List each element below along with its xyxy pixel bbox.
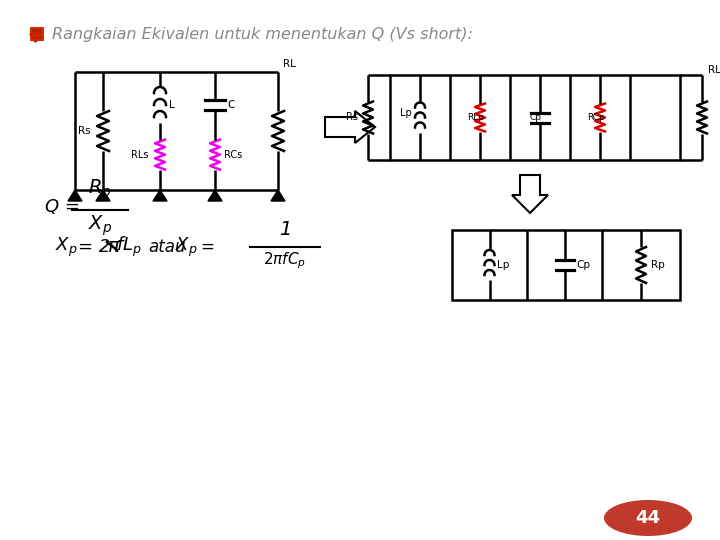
Text: RL: RL: [283, 59, 296, 69]
Polygon shape: [325, 111, 375, 143]
Polygon shape: [153, 190, 167, 201]
Text: Cp: Cp: [530, 113, 542, 122]
Text: $X_p$: $X_p$: [55, 235, 78, 259]
Text: L: L: [169, 100, 175, 110]
Text: Rs: Rs: [346, 112, 358, 123]
Text: atau: atau: [148, 238, 186, 256]
Text: =: =: [200, 238, 214, 256]
Bar: [452, 230, 680, 300]
Ellipse shape: [604, 500, 692, 536]
Text: $fL_p$: $fL_p$: [116, 235, 142, 259]
Text: RLs: RLs: [130, 150, 148, 160]
Polygon shape: [512, 175, 548, 213]
Text: Lp: Lp: [498, 260, 510, 270]
Text: $2\pi f C_p$: $2\pi f C_p$: [264, 250, 307, 271]
Text: 44: 44: [636, 509, 660, 527]
Text: RCp: RCp: [587, 113, 605, 122]
Polygon shape: [208, 190, 222, 201]
Text: 1: 1: [279, 220, 291, 239]
Polygon shape: [68, 190, 82, 201]
Text: RL: RL: [708, 65, 720, 75]
Text: $X_p$: $X_p$: [175, 235, 197, 259]
Text: RLp: RLp: [467, 113, 485, 122]
Text: $\pi$: $\pi$: [107, 237, 121, 255]
Text: Lp: Lp: [400, 107, 412, 118]
Text: Rangkaian Ekivalen untuk menentukan Q (Vs short):: Rangkaian Ekivalen untuk menentukan Q (V…: [52, 26, 473, 42]
Text: Cp: Cp: [577, 260, 590, 270]
Text: Q =: Q =: [45, 198, 80, 216]
Text: $R_p$: $R_p$: [89, 178, 112, 202]
Text: Rp: Rp: [651, 260, 665, 270]
Text: RCs: RCs: [224, 150, 242, 160]
Text: = 2: = 2: [78, 238, 110, 256]
Polygon shape: [271, 190, 285, 201]
Polygon shape: [96, 190, 110, 201]
Text: $X_p$: $X_p$: [88, 213, 112, 238]
Bar: [32, 29, 42, 39]
Bar: [390, 75, 680, 160]
Text: Rs: Rs: [78, 126, 91, 136]
Bar: [30, 27, 44, 41]
Text: C: C: [227, 100, 235, 110]
